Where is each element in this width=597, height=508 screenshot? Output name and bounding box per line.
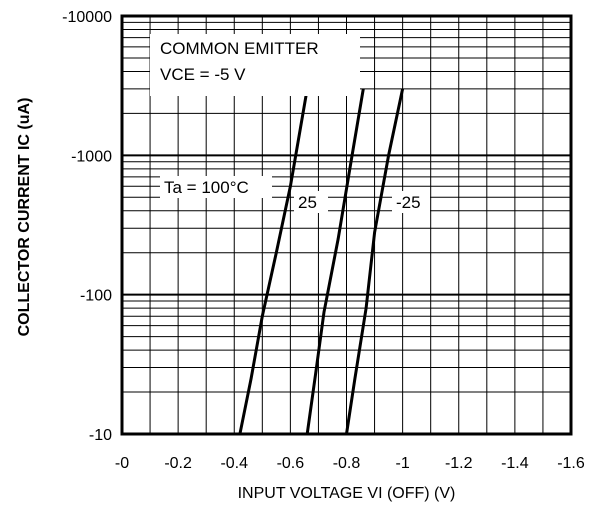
- x-tick-label: -0.6: [277, 455, 305, 472]
- x-tick-label: -0: [115, 455, 129, 472]
- x-tick-label: -0.4: [220, 455, 248, 472]
- x-tick-label: -1.2: [445, 455, 473, 472]
- x-tick-label: -1: [396, 455, 410, 472]
- x-axis-label: INPUT VOLTAGE VI (OFF) (V): [238, 485, 456, 502]
- y-tick-labels: -10000 -1000 -100 -10: [62, 9, 112, 444]
- annotation-mode: COMMON EMITTER: [160, 39, 319, 58]
- x-tick-label: -1.4: [501, 455, 529, 472]
- annotation-condition: VCE = -5 V: [160, 65, 246, 84]
- series-labels: Ta = 100°C 25 -25: [160, 176, 430, 213]
- series-label-minus25: -25: [396, 193, 421, 212]
- x-tick-labels: -0 -0.2 -0.4 -0.6 -0.8 -1 -1.2 -1.4 -1.6: [115, 455, 585, 472]
- series-label-100c: Ta = 100°C: [164, 178, 249, 197]
- y-tick-label: -10: [89, 427, 112, 444]
- x-tick-label: -1.6: [557, 455, 585, 472]
- series-line-0: [238, 88, 309, 435]
- y-tick-label: -1000: [71, 148, 112, 165]
- x-tick-label: -0.8: [333, 455, 361, 472]
- series-label-bg-minus25: [392, 191, 430, 213]
- y-tick-label: -100: [80, 288, 112, 305]
- y-axis-label: COLLECTOR CURRENT IC (uA): [16, 98, 33, 337]
- y-tick-label: -10000: [62, 9, 112, 26]
- curves: [238, 88, 405, 435]
- series-label-bg-25: [294, 191, 328, 213]
- series-label-bg-100c: [160, 176, 272, 198]
- x-tick-label: -0.2: [164, 455, 192, 472]
- annotation-background: [150, 34, 360, 96]
- series-label-25: 25: [298, 193, 317, 212]
- series-line-2: [345, 88, 405, 435]
- annotation-box: COMMON EMITTER VCE = -5 V: [150, 34, 360, 96]
- series-line-1: [305, 88, 365, 435]
